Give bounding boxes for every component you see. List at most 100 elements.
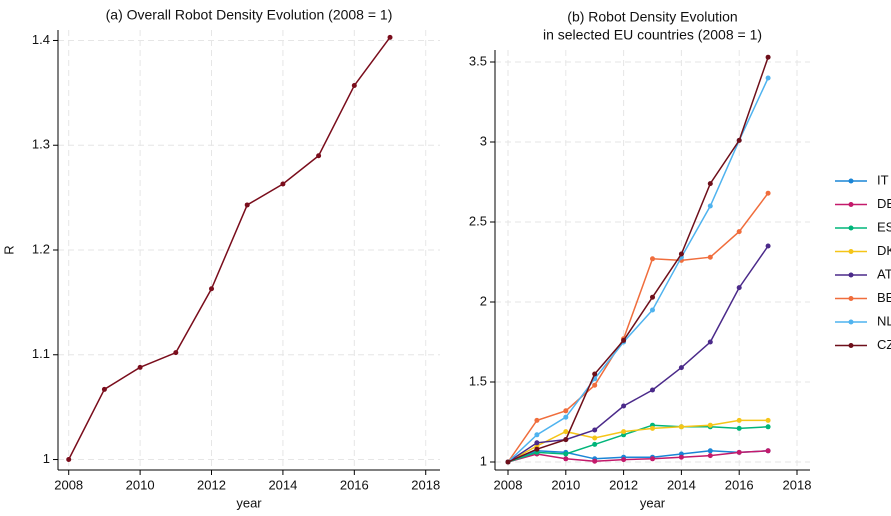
- series-line: [507, 77, 769, 463]
- data-point: [650, 307, 655, 313]
- data-point: [592, 371, 598, 377]
- y-tick-label: 3: [480, 133, 487, 148]
- data-point: [736, 449, 742, 455]
- y-tick-label: 1.5: [469, 373, 487, 388]
- legend-label: AT: [877, 266, 891, 281]
- legend-swatch: [848, 296, 854, 301]
- legend-swatch: [848, 249, 854, 254]
- data-point: [244, 202, 250, 208]
- data-point: [101, 386, 107, 392]
- x-tick-label: 2016: [340, 477, 369, 492]
- data-point: [736, 137, 742, 143]
- data-point: [650, 294, 655, 300]
- x-tick-label: 2018: [411, 477, 440, 492]
- x-tick-label: 2012: [197, 477, 226, 492]
- x-tick-label: 2012: [609, 477, 638, 492]
- x-tick-label: 2014: [268, 477, 297, 492]
- data-point: [505, 459, 511, 465]
- data-point: [316, 153, 322, 159]
- data-point: [707, 453, 713, 459]
- data-point: [534, 432, 540, 438]
- legend-label: IT: [877, 172, 889, 187]
- data-point: [707, 254, 713, 260]
- data-point: [592, 441, 598, 447]
- data-point: [563, 451, 569, 457]
- legend-swatch: [848, 202, 854, 207]
- data-point: [280, 181, 286, 187]
- chart-title: in selected EU countries (2008 = 1): [543, 27, 762, 43]
- data-point: [534, 446, 540, 452]
- x-axis-label: year: [236, 495, 262, 510]
- data-point: [173, 350, 179, 356]
- legend-label: ES: [877, 219, 891, 234]
- x-tick-label: 2010: [551, 477, 580, 492]
- data-point: [765, 243, 771, 249]
- data-point: [736, 229, 742, 235]
- data-point: [592, 382, 598, 388]
- data-point: [563, 429, 569, 435]
- y-axis-label: R: [1, 245, 16, 254]
- legend-label: BE: [877, 290, 891, 305]
- data-point: [650, 425, 655, 431]
- legend-swatch: [848, 225, 854, 231]
- legend-label: CZ: [877, 337, 891, 352]
- x-axis-label: year: [640, 495, 666, 510]
- data-point: [592, 427, 598, 433]
- data-point: [678, 365, 684, 371]
- data-point: [621, 337, 627, 343]
- y-tick-label: 1.1: [32, 346, 50, 361]
- x-tick-label: 2016: [725, 477, 754, 492]
- data-point: [209, 286, 215, 292]
- data-point: [707, 181, 713, 187]
- data-point: [563, 408, 569, 414]
- data-point: [621, 403, 627, 409]
- data-point: [707, 339, 713, 345]
- series-line: [68, 36, 391, 460]
- x-tick-label: 2010: [126, 477, 155, 492]
- series-line: [507, 419, 769, 463]
- y-tick-label: 1.3: [32, 137, 50, 152]
- data-point: [592, 435, 598, 441]
- chart-title: (a) Overall Robot Density Evolution (200…: [106, 7, 393, 23]
- data-point: [351, 83, 357, 89]
- data-point: [534, 417, 540, 423]
- chart-title: (b) Robot Density Evolution: [567, 9, 737, 25]
- legend-swatch: [848, 178, 854, 184]
- y-tick-label: 2: [480, 293, 487, 308]
- series-line: [507, 450, 769, 463]
- x-tick-label: 2014: [667, 477, 696, 492]
- data-point: [707, 422, 713, 428]
- data-point: [592, 458, 598, 464]
- data-point: [707, 448, 713, 454]
- data-point: [137, 364, 143, 370]
- data-point: [736, 425, 742, 431]
- data-point: [765, 190, 771, 196]
- data-point: [678, 454, 684, 460]
- data-point: [563, 456, 569, 462]
- data-point: [765, 75, 771, 81]
- data-point: [650, 256, 655, 262]
- y-tick-label: 1.2: [32, 241, 50, 256]
- data-point: [563, 414, 569, 420]
- legend-swatch: [848, 319, 854, 325]
- data-point: [736, 285, 742, 291]
- legend-swatch: [848, 343, 854, 348]
- data-point: [765, 417, 771, 423]
- data-point: [563, 437, 569, 443]
- data-point: [650, 456, 655, 462]
- data-point: [765, 448, 771, 454]
- x-tick-label: 2008: [494, 477, 523, 492]
- data-point: [621, 457, 627, 463]
- series-line: [507, 450, 769, 463]
- data-point: [621, 429, 627, 435]
- series-line: [507, 192, 769, 463]
- y-tick-label: 1: [43, 451, 50, 466]
- data-point: [678, 424, 684, 430]
- y-tick-label: 2.5: [469, 213, 487, 228]
- legend-label: DK: [877, 243, 891, 258]
- legend-label: NL: [877, 313, 891, 328]
- data-point: [650, 387, 655, 393]
- y-tick-label: 3.5: [469, 53, 487, 68]
- y-tick-label: 1: [480, 453, 487, 468]
